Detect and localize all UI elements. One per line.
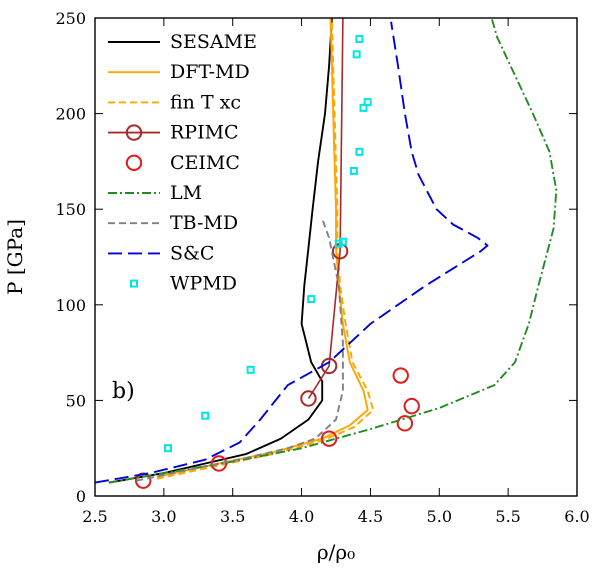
x-tick-label: 3.5 [220, 507, 245, 526]
legend-label-ceimc: CEIMC [170, 152, 240, 174]
data-point-ceimc [210, 455, 228, 472]
series-lm [108, 18, 558, 484]
legend-label-rpimc: RPIMC [170, 122, 239, 144]
y-tick-label: 150 [55, 200, 86, 219]
series-line-tb-md [136, 218, 344, 482]
legend-label-tb-md: TB-MD [170, 212, 238, 234]
series-layer [95, 18, 558, 489]
data-point-wpmd [359, 103, 368, 112]
legend-label-wpmd: WPMD [170, 273, 237, 295]
series-line-sesame [108, 18, 333, 484]
legend-item-tb-md: TB-MD [108, 212, 238, 234]
legend-label-s-c: S&C [170, 242, 214, 264]
series-wpmd [163, 35, 372, 453]
legend-item-dft-md: DFT-MD [108, 61, 250, 83]
legend-marker-rpimc [125, 124, 143, 141]
legend-item-lm: LM [108, 182, 202, 204]
plot-frame [94, 17, 578, 497]
data-point-wpmd [352, 50, 361, 59]
legend-marker-wpmd [130, 279, 138, 288]
series-line-s-c [95, 21, 489, 484]
legend-label-lm: LM [170, 182, 202, 204]
series-sesame [108, 18, 333, 484]
data-point-wpmd [163, 444, 172, 453]
y-tick-label: 0 [76, 487, 86, 506]
y-axis: 0 50 100 150 200 250 [55, 9, 577, 506]
y-tick-label: 200 [55, 105, 86, 124]
series-ceimc [135, 367, 420, 489]
data-point-wpmd [349, 166, 358, 175]
series-tb-md [136, 218, 344, 482]
legend-item-fin-t-xc: fin T xc [108, 91, 241, 113]
x-axis-title: ρ/ρ₀ [317, 540, 355, 564]
legend: SESAME DFT-MD fin T xc RPIMC CEIMC LM TB-MD S&C… [108, 31, 257, 295]
y-tick-label: 50 [66, 391, 86, 410]
x-axis: 2.5 3.0 3.5 4.0 4.5 5.0 5.5 6.0 [82, 18, 590, 526]
data-point-wpmd [307, 295, 316, 304]
y-axis-title: P [GPa] [3, 219, 27, 295]
x-tick-label: 6.0 [564, 507, 589, 526]
data-point-wpmd [201, 411, 210, 420]
x-tick-label: 4.5 [358, 507, 383, 526]
x-tick-label: 2.5 [82, 507, 107, 526]
legend-label-dft-md: DFT-MD [170, 61, 250, 83]
series-line-rpimc [307, 18, 344, 399]
x-tick-label: 5.0 [427, 507, 452, 526]
legend-label-sesame: SESAME [170, 31, 257, 53]
series-line-lm [108, 18, 558, 484]
series-s-c [95, 21, 489, 484]
x-tick-label: 4.0 [289, 507, 314, 526]
x-tick-label: 3.0 [151, 507, 176, 526]
y-tick-label: 100 [55, 296, 86, 315]
data-point-ceimc [403, 397, 420, 415]
x-tick-label: 5.5 [495, 507, 520, 526]
panel-label: b) [112, 379, 135, 404]
legend-item-sesame: SESAME [108, 31, 257, 53]
legend-item-ceimc: CEIMC [125, 152, 240, 174]
data-point-wpmd [355, 147, 364, 156]
data-point-wpmd [338, 237, 347, 246]
data-point-wpmd [363, 98, 372, 107]
legend-item-wpmd: WPMD [130, 273, 237, 295]
data-point-ceimc [392, 367, 409, 384]
data-point-rpimc [300, 390, 317, 407]
legend-item-s-c: S&C [108, 242, 214, 264]
data-point-wpmd [355, 35, 364, 44]
data-point-ceimc [396, 415, 414, 432]
data-point-ceimc [320, 430, 338, 447]
legend-marker-ceimc [125, 154, 143, 172]
data-point-wpmd [334, 239, 343, 248]
data-point-wpmd [246, 365, 255, 374]
legend-item-rpimc: RPIMC [108, 122, 239, 144]
y-tick-label: 250 [55, 9, 86, 28]
legend-label-fin-t-xc: fin T xc [170, 91, 241, 113]
